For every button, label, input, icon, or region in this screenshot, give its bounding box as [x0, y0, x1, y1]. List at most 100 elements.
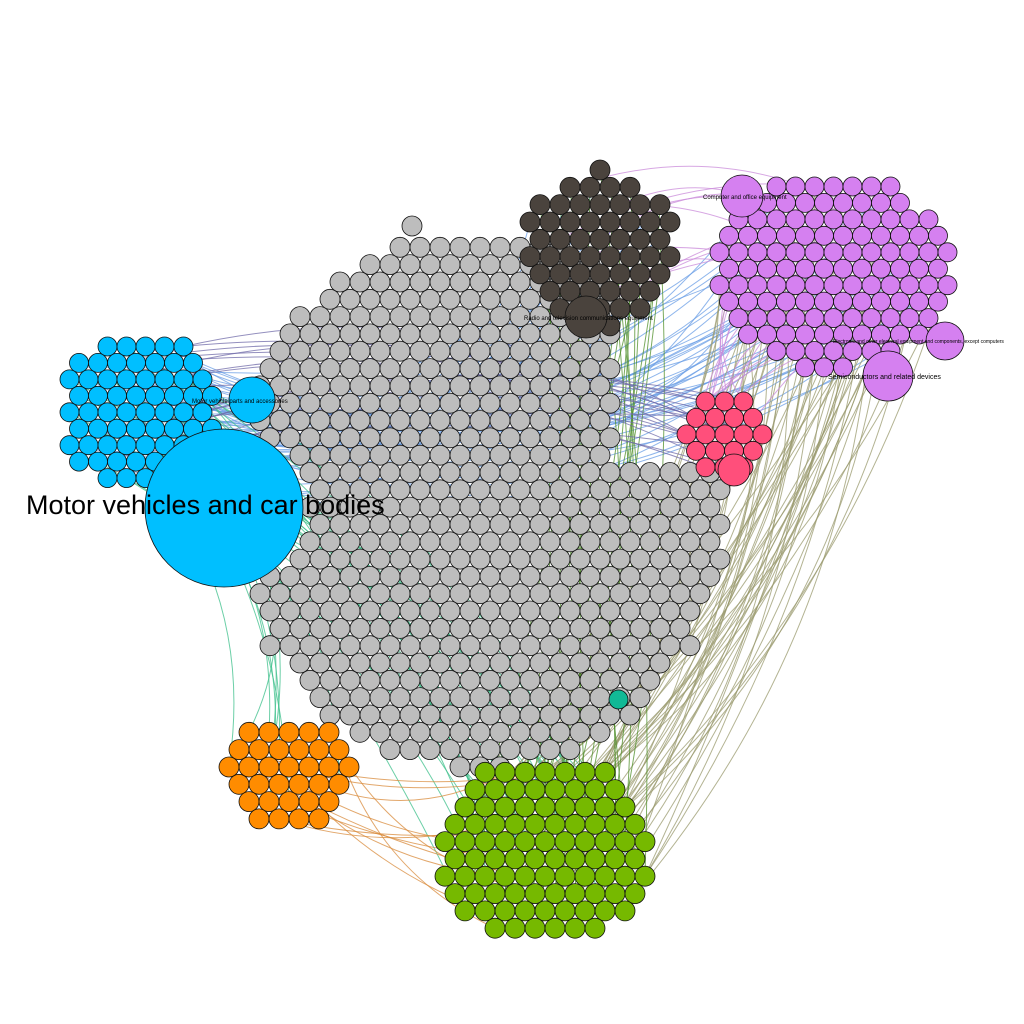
node-pink — [724, 407, 744, 428]
node-gray — [449, 756, 471, 778]
node-gray — [459, 496, 481, 518]
node-gray — [529, 514, 551, 535]
node-gray — [639, 462, 661, 483]
node-gray — [589, 479, 611, 501]
node-green — [544, 917, 566, 939]
node-dark — [649, 194, 671, 216]
node-purple — [814, 324, 834, 345]
node-blue — [173, 336, 194, 357]
node-blue — [145, 352, 165, 373]
node-gray — [349, 306, 371, 328]
node-gray — [519, 669, 541, 691]
node-gray — [269, 410, 291, 431]
node-purple — [823, 275, 844, 296]
node-gray — [519, 358, 541, 380]
node-gray — [629, 618, 651, 639]
node-gray — [599, 392, 621, 414]
node-gray — [589, 721, 611, 743]
node-gray — [419, 496, 441, 518]
node-purple — [795, 192, 815, 213]
node-gray — [619, 704, 641, 726]
node-gray — [549, 479, 571, 501]
node-dark — [579, 176, 601, 198]
node-gray — [359, 392, 381, 414]
node-gray — [509, 548, 531, 570]
node-gray — [299, 669, 321, 691]
node-green — [504, 917, 526, 939]
node-gray — [439, 358, 461, 380]
node-purple — [890, 192, 910, 213]
node-gray — [359, 427, 381, 449]
node-purple — [785, 341, 806, 361]
node-blue — [78, 435, 99, 456]
node-gray — [439, 739, 461, 760]
node-gray — [459, 288, 481, 310]
node-gray — [609, 548, 631, 570]
node-green — [464, 813, 486, 835]
node-purple — [795, 357, 815, 378]
node-gray — [269, 340, 291, 362]
node-gray — [359, 704, 381, 726]
node-gray — [309, 410, 331, 431]
node-green — [574, 831, 596, 852]
edge — [604, 301, 787, 842]
node-gray — [409, 548, 431, 570]
node-pink — [714, 391, 735, 412]
node-pink — [695, 457, 716, 478]
node-gray — [649, 479, 671, 501]
node-gray — [569, 340, 591, 362]
node-gray — [459, 427, 481, 449]
node-gray — [429, 271, 451, 293]
node-gray — [579, 669, 601, 691]
node-gray — [429, 514, 451, 535]
node-green — [594, 831, 616, 852]
node-blue — [116, 435, 137, 456]
node-purple — [766, 176, 787, 197]
node-gray — [589, 618, 611, 639]
node-orange — [338, 756, 360, 778]
node-gray — [289, 618, 311, 639]
node-green — [504, 883, 526, 904]
node-purple — [795, 258, 815, 279]
node-gray — [359, 635, 381, 657]
node-gray — [419, 254, 441, 276]
node-gray — [429, 236, 451, 258]
node-purple — [842, 176, 863, 197]
node-gray — [409, 687, 431, 708]
node-gray — [579, 496, 601, 518]
node-dark — [619, 211, 641, 233]
node-blue — [97, 435, 118, 456]
node-orange — [278, 756, 300, 778]
node-gray — [419, 323, 441, 345]
node-orange — [318, 756, 340, 778]
node-gray — [599, 600, 621, 622]
node-green — [604, 779, 626, 800]
node-purple — [899, 275, 920, 296]
node-gray — [339, 566, 361, 587]
node-purple — [899, 209, 920, 230]
node-gray — [339, 531, 361, 553]
node-blue — [126, 418, 146, 439]
node-gray — [519, 635, 541, 657]
node-gray — [389, 618, 411, 639]
node-gray — [259, 635, 281, 657]
node-blue — [192, 402, 213, 423]
node-gray — [299, 427, 321, 449]
node-pink — [705, 407, 725, 428]
node-gray — [469, 271, 491, 293]
node-gray — [349, 340, 371, 362]
node-purple — [852, 258, 872, 279]
node-gray — [499, 635, 521, 657]
node-green — [444, 813, 466, 835]
node-purple — [909, 291, 929, 312]
node-gray — [529, 479, 551, 501]
node-gray — [549, 340, 571, 362]
node-gray — [329, 687, 351, 708]
node-gray — [369, 306, 391, 328]
node-gray — [569, 583, 591, 605]
node-purple — [890, 291, 910, 312]
node-blue — [107, 418, 127, 439]
node-dark — [639, 211, 661, 233]
node-gray — [329, 340, 351, 362]
edge — [614, 334, 882, 894]
